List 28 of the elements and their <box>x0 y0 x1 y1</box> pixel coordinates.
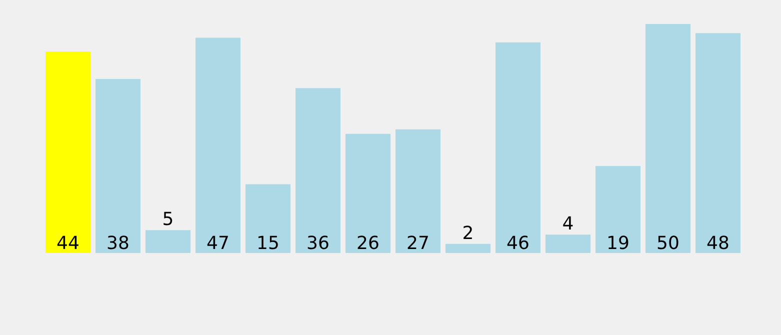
bar <box>596 166 640 253</box>
bar <box>346 134 390 253</box>
data-label: 38 <box>106 233 130 254</box>
data-label: 27 <box>406 233 430 254</box>
bar <box>96 78 140 253</box>
data-label: 50 <box>656 233 680 254</box>
bar <box>446 244 490 253</box>
bar <box>46 51 90 253</box>
data-label: 26 <box>356 233 380 254</box>
data-label: 47 <box>206 233 230 254</box>
bar <box>246 184 290 253</box>
bar <box>196 38 240 253</box>
data-label: 2 <box>462 222 474 244</box>
bar <box>546 234 590 253</box>
bar <box>296 88 340 253</box>
bar <box>696 33 740 253</box>
bar <box>396 129 440 253</box>
data-label: 48 <box>706 233 730 254</box>
data-label: 44 <box>56 233 80 254</box>
data-label: 15 <box>256 233 280 254</box>
data-label: 36 <box>306 233 330 254</box>
data-label: 4 <box>562 214 574 235</box>
data-label: 5 <box>162 209 174 230</box>
bar <box>646 24 690 253</box>
bar <box>496 42 540 253</box>
data-label: 46 <box>506 233 530 254</box>
data-label: 19 <box>606 233 630 254</box>
bar <box>146 230 190 253</box>
